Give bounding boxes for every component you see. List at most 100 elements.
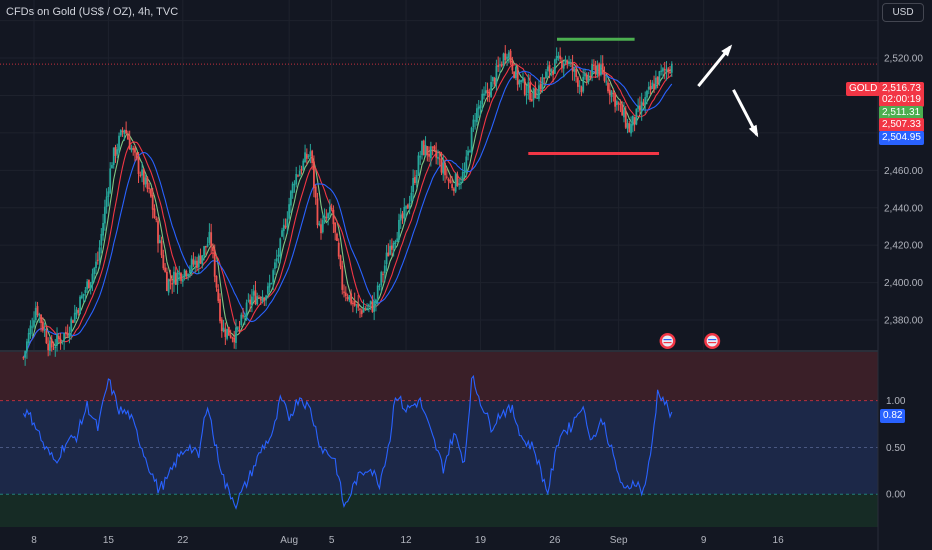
candle-body	[220, 319, 223, 332]
candle-body	[240, 314, 243, 326]
candle-body	[538, 85, 540, 99]
candle-body	[577, 77, 579, 87]
candle-body	[428, 153, 430, 157]
candle-body	[206, 244, 209, 247]
candle-body	[474, 120, 477, 122]
candle-body	[663, 68, 666, 71]
candle-body	[169, 278, 172, 282]
candle-body	[451, 184, 454, 188]
candle-body	[82, 293, 85, 296]
event-flag-inner	[706, 335, 718, 347]
candle-body	[582, 76, 585, 92]
candle-body	[594, 65, 597, 75]
candle-body	[499, 64, 501, 66]
candle-body	[320, 224, 322, 234]
candle-body	[589, 75, 592, 78]
candle-body	[460, 181, 462, 183]
candle-body	[293, 184, 296, 186]
candle-body	[178, 272, 181, 275]
candle-body	[529, 82, 531, 101]
candle-body	[229, 335, 232, 338]
candle-body	[277, 254, 280, 257]
candle-body	[199, 255, 202, 264]
candle-body	[268, 283, 271, 288]
candle-body	[491, 76, 494, 82]
candle-body	[88, 280, 90, 289]
candle-body	[265, 295, 267, 301]
candle-body	[336, 233, 338, 241]
candle-body	[541, 77, 544, 90]
time-tick-label: 19	[475, 535, 487, 546]
candle-body	[670, 63, 673, 73]
candle-body	[665, 69, 668, 72]
candle-body	[181, 278, 184, 282]
candle-body	[493, 77, 496, 85]
candle-body	[470, 127, 473, 153]
candle-body	[126, 134, 129, 140]
time-tick-label: 26	[549, 535, 561, 546]
oscillator-line	[22, 374, 673, 510]
candle-body	[137, 157, 140, 174]
candle-body	[639, 105, 641, 111]
candle-body	[344, 292, 347, 297]
candle-body	[119, 129, 122, 136]
candle-body	[405, 205, 407, 209]
candle-body	[575, 68, 578, 77]
candle-body	[605, 81, 608, 83]
up-arrow-head[interactable]	[721, 44, 733, 57]
currency-button[interactable]: USD	[882, 3, 924, 22]
candle-body	[89, 282, 92, 289]
countdown-tag: 02:00:19	[879, 93, 924, 107]
candle-body	[410, 192, 413, 202]
candle-body	[578, 85, 581, 87]
candle-body	[204, 245, 207, 248]
candle-body	[98, 247, 101, 261]
candle-body	[70, 318, 73, 332]
time-tick-label: 12	[400, 535, 412, 546]
candle-body	[213, 249, 216, 277]
candle-body	[550, 69, 553, 73]
candle-body	[121, 130, 124, 133]
candle-body	[272, 270, 275, 283]
candle-body	[64, 331, 67, 334]
candle-body	[153, 208, 156, 218]
candle-body	[610, 91, 613, 97]
oscillator-tick-label: 0.00	[886, 490, 906, 501]
candle-body	[93, 268, 96, 274]
candle-body	[91, 273, 94, 283]
down-arrow-head[interactable]	[748, 124, 759, 138]
candle-body	[449, 180, 452, 183]
candle-body	[247, 300, 250, 302]
candle-body	[562, 63, 565, 69]
candle-body	[148, 187, 151, 189]
candle-body	[346, 297, 349, 299]
candle-body	[183, 269, 186, 278]
candle-body	[288, 204, 291, 219]
candle-body	[624, 110, 627, 128]
candle-body	[369, 300, 372, 305]
candle-body	[238, 326, 241, 328]
candle-body	[282, 224, 285, 232]
candle-body	[49, 340, 51, 351]
candle-body	[328, 206, 331, 214]
overbought-zone	[0, 352, 878, 401]
candle-body	[307, 155, 310, 158]
candle-body	[364, 308, 367, 310]
ma-red-tag: 2,507.33	[879, 118, 924, 132]
candle-body	[507, 52, 510, 59]
candle-body	[447, 179, 450, 182]
candle-body	[132, 147, 135, 150]
candle-body	[387, 252, 390, 257]
candle-body	[118, 135, 120, 151]
candle-body	[525, 94, 528, 96]
candle-body	[68, 333, 71, 337]
candle-body	[261, 296, 264, 302]
time-tick-label: 5	[329, 535, 335, 546]
candle-body	[258, 297, 260, 299]
candle-body	[362, 308, 365, 313]
candle-body	[375, 299, 377, 303]
candle-body	[456, 174, 459, 187]
candle-body	[396, 238, 399, 242]
candle-body	[251, 296, 253, 306]
